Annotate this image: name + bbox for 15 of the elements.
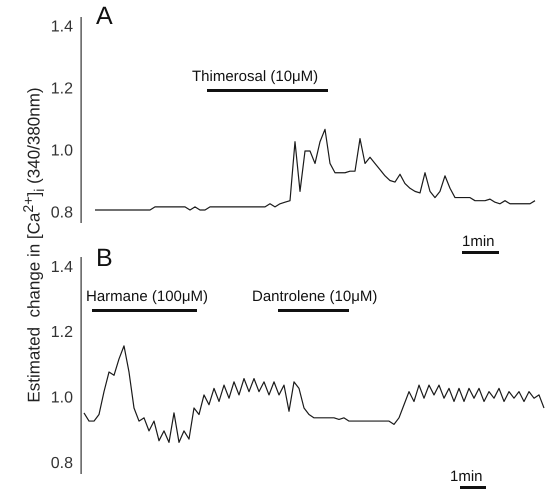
y-tick-label: 1.0 — [50, 142, 74, 160]
annotation: Harmane (100μM) — [86, 288, 208, 305]
annotation: Dantrolene (10μM) — [252, 288, 378, 305]
y-tick-label: 0.8 — [50, 454, 74, 472]
y-tick-label: 1.4 — [50, 18, 74, 36]
y-tick-label: 1.2 — [50, 80, 74, 98]
chart-title: B — [96, 244, 113, 273]
y-tick-label: 1.2 — [50, 324, 74, 342]
y-tick-label: 1.0 — [50, 390, 74, 407]
annotation: 1min — [450, 468, 483, 485]
text: 1min — [462, 233, 495, 250]
y-tick-label: 0.8 — [50, 204, 74, 222]
y-tick-label: 1.4 — [50, 258, 74, 276]
annotation: Thimerosal (10μM) — [192, 68, 318, 85]
chart-title: A — [96, 2, 113, 31]
